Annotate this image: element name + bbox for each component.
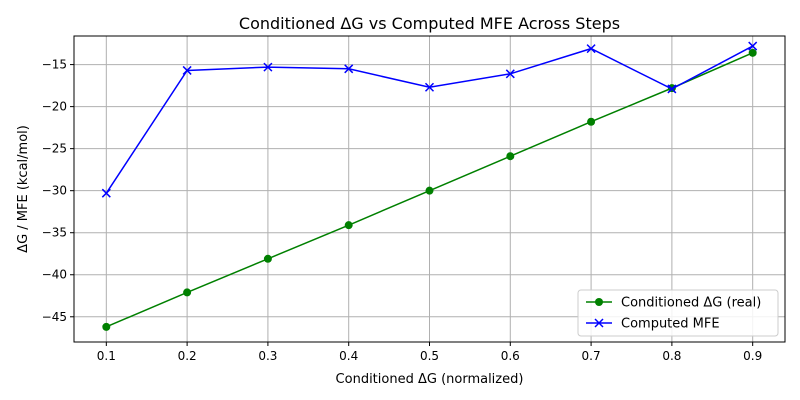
data-point (263, 62, 273, 72)
data-point (505, 69, 515, 79)
data-point (101, 188, 111, 198)
data-point (587, 117, 596, 126)
data-point (425, 186, 434, 195)
x-tick-label: 0.3 (258, 349, 277, 363)
data-point (182, 65, 192, 75)
y-tick-label: −15 (42, 58, 67, 72)
legend: Conditioned ΔG (real) Computed MFE (577, 289, 779, 337)
data-point (748, 48, 757, 57)
data-point (344, 64, 354, 74)
y-tick-label: −45 (42, 310, 67, 324)
data-point (344, 221, 353, 230)
data-point (748, 41, 758, 51)
x-tick-label: 0.2 (178, 349, 197, 363)
y-axis-label: ΔG / MFE (kcal/mol) (16, 125, 31, 253)
legend-box (577, 289, 779, 337)
y-tick-label: −35 (42, 226, 67, 240)
x-tick-label: 0.9 (743, 349, 762, 363)
y-tick-label: −25 (42, 142, 67, 156)
x-tick-label: 0.7 (582, 349, 601, 363)
axis-ticks: 0.1 0.2 0.3 0.4 0.5 0.6 0.7 0.8 0.9 −45 −40 −35 −30 −… (42, 58, 763, 363)
legend-marker (594, 318, 604, 328)
data-point (586, 44, 596, 54)
legend-label: Conditioned ΔG (real) (621, 296, 761, 311)
data-point (183, 288, 192, 297)
x-tick-label: 0.6 (501, 349, 520, 363)
y-tick-label: −40 (42, 268, 67, 282)
legend-marker (595, 298, 603, 306)
data-point (506, 152, 515, 161)
series-layer (101, 41, 758, 331)
x-axis-label: Conditioned ΔG (normalized) (336, 372, 524, 387)
data-point (102, 322, 111, 331)
data-point (667, 84, 677, 94)
x-tick-label: 0.4 (339, 349, 358, 363)
y-tick-label: −30 (42, 184, 67, 198)
data-point (424, 82, 435, 92)
data-point (263, 254, 272, 263)
y-tick-label: −20 (42, 100, 67, 114)
x-tick-label: 0.5 (420, 349, 439, 363)
x-tick-label: 0.1 (97, 349, 116, 363)
legend-label: Computed MFE (621, 317, 720, 332)
chart-title: Conditioned ΔG vs Computed MFE Across St… (239, 14, 620, 33)
x-tick-label: 0.8 (662, 349, 681, 363)
